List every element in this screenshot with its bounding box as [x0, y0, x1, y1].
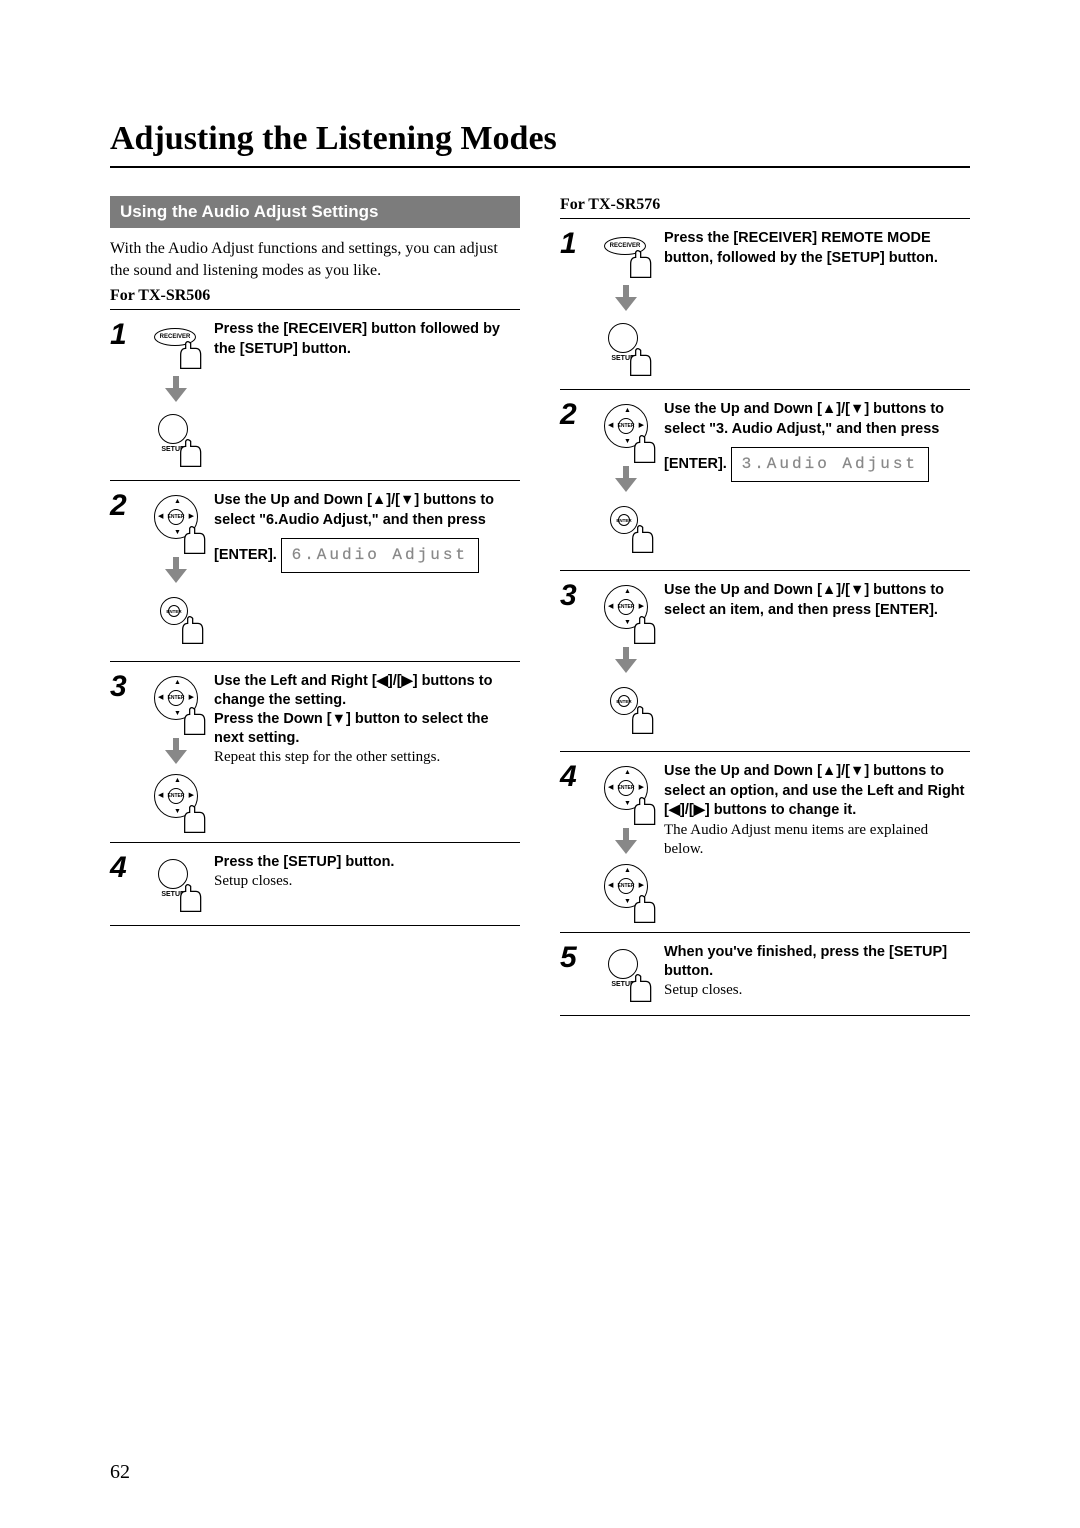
left-column: Using the Audio Adjust Settings With the…: [110, 196, 520, 1016]
hand-icon: [626, 894, 660, 924]
step-text: Press the [SETUP] button. Setup closes.: [214, 853, 520, 911]
step-number: 4: [110, 853, 138, 911]
enter-icon: ENTER: [598, 681, 654, 737]
setup-icon: SETUP: [148, 855, 204, 911]
arrow-down-icon: [615, 466, 637, 492]
step-bold: Press the Down [▼] button to select the …: [214, 710, 520, 748]
step-plain: Repeat this step for the other settings.: [214, 748, 520, 768]
step-icons: RECEIVER SETUP: [144, 320, 208, 466]
hand-icon: [172, 883, 206, 913]
step-row: 2 ENTER ▲ ▼ ◀ ▶ ENTER Use the Up and Dow…: [560, 389, 970, 570]
step-icons: ENTER ▲ ▼ ◀ ▶ ENTER: [594, 581, 658, 737]
step-text: When you've finished, press the [SETUP] …: [664, 943, 970, 1001]
dpad-icon: ENTER ▲ ▼ ◀ ▶: [148, 772, 204, 828]
step-text: Use the Up and Down [▲]/[▼] buttons to s…: [214, 491, 520, 647]
receiver-icon: RECEIVER: [148, 322, 204, 368]
dpad-icon: ENTER ▲ ▼ ◀ ▶: [148, 674, 204, 730]
step-number: 1: [110, 320, 138, 466]
step-number: 3: [560, 581, 588, 737]
dpad-icon: ENTER ▲ ▼ ◀ ▶: [598, 764, 654, 820]
step-number: 3: [110, 672, 138, 828]
step-bold: When you've finished, press the [SETUP] …: [664, 943, 970, 981]
step-icons: ENTER ▲ ▼ ◀ ▶ ENTER ▲ ▼ ◀ ▶: [144, 672, 208, 828]
setup-icon: SETUP: [598, 319, 654, 375]
step-text: Use the Up and Down [▲]/[▼] buttons to s…: [664, 762, 970, 918]
page-title: Adjusting the Listening Modes: [110, 120, 970, 158]
step-bold: Press the [RECEIVER] button followed by …: [214, 321, 500, 357]
setup-icon: SETUP: [148, 410, 204, 466]
hand-icon: [626, 434, 660, 464]
step-row: 3 ENTER ▲ ▼ ◀ ▶ ENTER ▲ ▼ ◀ ▶: [110, 661, 520, 842]
step-plain: Setup closes.: [214, 872, 520, 892]
arrow-down-icon: [165, 557, 187, 583]
step-number: 2: [560, 400, 588, 556]
step-icons: SETUP: [594, 943, 658, 1001]
step-text: Use the Up and Down [▲]/[▼] buttons to s…: [664, 581, 970, 737]
arrow-down-icon: [615, 647, 637, 673]
step-text: Press the [RECEIVER] REMOTE MODE button,…: [664, 229, 970, 375]
section-heading: Using the Audio Adjust Settings: [110, 196, 520, 228]
hand-icon: [176, 706, 210, 736]
step-text: Use the Up and Down [▲]/[▼] buttons to s…: [664, 400, 970, 556]
step-bold: Press the [RECEIVER] REMOTE MODE button,…: [664, 230, 938, 266]
step-bold: Use the Up and Down [▲]/[▼] buttons to s…: [664, 582, 944, 618]
title-rule: [110, 166, 970, 168]
lcd-display: 6.Audio Adjust: [281, 538, 479, 573]
hand-icon: [622, 347, 656, 377]
right-column: For TX-SR576 1 RECEIVER SETUP Press the …: [560, 196, 970, 1016]
dpad-icon: ENTER ▲ ▼ ◀ ▶: [148, 493, 204, 549]
step-icons: SETUP: [144, 853, 208, 911]
step-text: Press the [RECEIVER] button followed by …: [214, 320, 520, 466]
step-number: 5: [560, 943, 588, 1001]
step-row: 1 RECEIVER SETUP Press the [RECEIVER] bu…: [110, 309, 520, 480]
step-number: 1: [560, 229, 588, 375]
step-row: 1 RECEIVER SETUP Press the [RECEIVER] RE…: [560, 218, 970, 389]
hand-icon: [172, 438, 206, 468]
step-icons: ENTER ▲ ▼ ◀ ▶ ENTER ▲ ▼ ◀ ▶: [594, 762, 658, 918]
step-row: 2 ENTER ▲ ▼ ◀ ▶ ENTER Use the Up and Dow…: [110, 480, 520, 661]
receiver-icon: RECEIVER: [598, 231, 654, 277]
step-row: 4 ENTER ▲ ▼ ◀ ▶ ENTER ▲ ▼ ◀ ▶: [560, 751, 970, 932]
model-label-left: For TX-SR506: [110, 287, 520, 305]
dpad-icon: ENTER ▲ ▼ ◀ ▶: [598, 402, 654, 458]
arrow-down-icon: [165, 376, 187, 402]
intro-paragraph: With the Audio Adjust functions and sett…: [110, 238, 520, 281]
hand-icon: [176, 804, 210, 834]
dpad-icon: ENTER ▲ ▼ ◀ ▶: [598, 862, 654, 918]
arrow-down-icon: [615, 285, 637, 311]
step-row: 5 SETUP When you've finished, press the …: [560, 932, 970, 1016]
step-plain: The Audio Adjust menu items are explaine…: [664, 821, 970, 860]
step-number: 2: [110, 491, 138, 647]
enter-icon: ENTER: [598, 500, 654, 556]
hand-icon: [622, 973, 656, 1003]
setup-icon: SETUP: [598, 945, 654, 1001]
arrow-down-icon: [165, 738, 187, 764]
hand-icon: [624, 705, 658, 735]
step-bold: Use the Left and Right [◀]/[▶] buttons t…: [214, 672, 520, 710]
step-bold: Use the Up and Down [▲]/[▼] buttons to s…: [664, 763, 965, 818]
dpad-icon: ENTER ▲ ▼ ◀ ▶: [598, 583, 654, 639]
model-label-right: For TX-SR576: [560, 196, 970, 214]
step-number: 4: [560, 762, 588, 918]
enter-icon: ENTER: [148, 591, 204, 647]
step-row: 3 ENTER ▲ ▼ ◀ ▶ ENTER Use the Up and Dow…: [560, 570, 970, 751]
step-bold: Press the [SETUP] button.: [214, 853, 520, 872]
step-plain: Setup closes.: [664, 981, 970, 1001]
hand-icon: [626, 615, 660, 645]
lcd-display: 3.Audio Adjust: [731, 447, 929, 482]
step-icons: ENTER ▲ ▼ ◀ ▶ ENTER: [594, 400, 658, 556]
hand-icon: [176, 525, 210, 555]
content-columns: Using the Audio Adjust Settings With the…: [110, 196, 970, 1016]
hand-icon: [622, 249, 656, 279]
hand-icon: [624, 524, 658, 554]
step-text: Use the Left and Right [◀]/[▶] buttons t…: [214, 672, 520, 828]
step-icons: ENTER ▲ ▼ ◀ ▶ ENTER: [144, 491, 208, 647]
page-number: 62: [110, 1461, 130, 1484]
hand-icon: [626, 796, 660, 826]
hand-icon: [174, 615, 208, 645]
arrow-down-icon: [615, 828, 637, 854]
step-row: 4 SETUP Press the [SETUP] button. Setup …: [110, 842, 520, 926]
step-icons: RECEIVER SETUP: [594, 229, 658, 375]
hand-icon: [172, 340, 206, 370]
